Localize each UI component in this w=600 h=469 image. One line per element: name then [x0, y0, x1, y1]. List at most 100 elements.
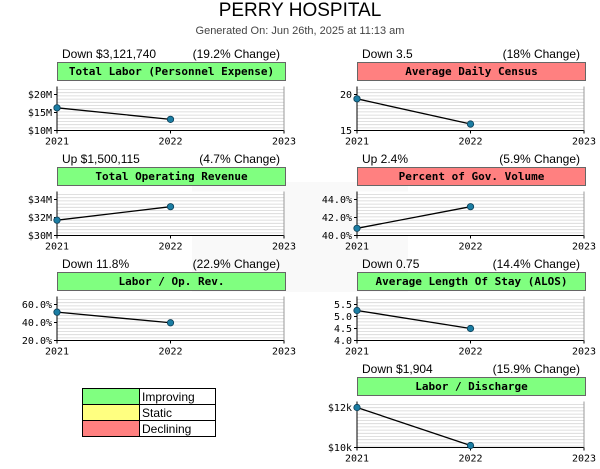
x-tick-label: 2023 — [572, 347, 596, 358]
series-line — [56, 107, 171, 120]
y-tick-label: 5.5 — [334, 300, 352, 311]
x-tick-label: 2021 — [345, 137, 369, 148]
line-chart: 4.04.55.05.5 2021 2022 2023 — [334, 296, 596, 358]
data-point — [166, 319, 175, 327]
x-tick-label: 2022 — [458, 454, 482, 465]
data-point — [353, 403, 361, 412]
legend-swatch-declining — [82, 420, 140, 437]
data-point — [353, 306, 361, 315]
line-chart: 15 20 2021 2022 2023 — [340, 86, 596, 148]
chart-title-banner: Total Labor (Personnel Expense) — [57, 62, 286, 81]
chart-title-banner: Average Daily Census — [357, 62, 586, 81]
change-percent: (15.9% Change) — [492, 362, 580, 376]
chart-panel-labor-discharge: Down $1,904 (15.9% Change) $10k $12k 2021 202… — [328, 362, 596, 468]
y-tick-label: $15M — [28, 108, 52, 119]
x-tick-label: 2021 — [45, 242, 69, 253]
x-tick-label: 2022 — [158, 137, 182, 148]
change-amount: Down 0.75 — [362, 257, 420, 271]
status-legend: Improving Static Declining — [82, 388, 216, 437]
x-tick-label: 2022 — [458, 242, 482, 253]
x-tick-label: 2021 — [345, 347, 369, 358]
y-tick-label: $20M — [28, 90, 52, 101]
legend-swatch-static — [82, 404, 140, 421]
change-amount: Down $1,904 — [362, 362, 433, 376]
chart-panel-total-labor-personnel-expense: Down $3,121,740 (19.2% Change) $10M $15M $20… — [28, 47, 296, 153]
data-point — [466, 441, 475, 450]
change-percent: (18% Change) — [502, 47, 580, 61]
x-tick-label: 2023 — [272, 347, 296, 358]
x-tick-label: 2023 — [572, 454, 596, 465]
data-point — [466, 203, 475, 211]
change-amount: Up 2.4% — [362, 152, 409, 166]
plot-area — [357, 401, 584, 448]
data-point — [353, 95, 361, 103]
change-percent: (22.9% Change) — [192, 257, 280, 271]
line-chart: $10k $12k 2021 2022 2023 — [328, 401, 596, 465]
y-tick-label: $32M — [28, 213, 52, 224]
y-tick-label: $10k — [328, 443, 352, 454]
grid-lines — [357, 89, 584, 129]
chart-panel-total-operating-revenue: Up $1,500,115 (4.7% Change) $30M $32M $34M 20… — [28, 152, 296, 258]
y-tick-label: 20 — [340, 90, 352, 101]
x-tick-label: 2021 — [45, 137, 69, 148]
page-title: PERRY HOSPITAL — [218, 0, 382, 21]
x-tick-label: 2021 — [45, 347, 69, 358]
generated-timestamp: Generated On: Jun 26th, 2025 at 11:13 am — [195, 25, 405, 37]
chart-panel-percent-of-gov-volume: Up 2.4% (5.9% Change) 40.0% 42.0% 44.0% 2021 2… — [322, 152, 596, 258]
series-line — [356, 309, 471, 330]
y-tick-label: $30M — [28, 231, 52, 242]
series-line — [356, 206, 471, 229]
change-amount: Up $1,500,115 — [62, 152, 140, 166]
x-tick-label: 2023 — [272, 137, 296, 148]
x-tick-label: 2022 — [158, 347, 182, 358]
x-tick-label: 2023 — [572, 242, 596, 253]
x-tick-label: 2021 — [345, 242, 369, 253]
data-point — [466, 120, 475, 128]
chart-title-banner: Total Operating Revenue — [57, 167, 286, 186]
line-chart: 40.0% 42.0% 44.0% 2021 2022 2023 — [322, 191, 596, 253]
y-tick-label: 40.0% — [22, 318, 52, 329]
x-tick-label: 2023 — [272, 242, 296, 253]
legend-swatch-improving — [82, 388, 140, 405]
line-chart: $30M $32M $34M 2021 2022 2023 — [28, 191, 296, 253]
series-line — [56, 206, 171, 221]
data-point — [353, 224, 361, 232]
x-tick-label: 2022 — [458, 347, 482, 358]
y-tick-label: 4.0 — [334, 336, 352, 347]
chart-panel-labor-op-rev: Down 11.8% (22.9% Change) 20.0% 40.0% 60.0% 2… — [22, 257, 296, 363]
y-tick-label: 5.0 — [334, 312, 352, 323]
data-point — [466, 324, 475, 333]
y-tick-label: 4.5 — [334, 324, 352, 335]
y-tick-label: 15 — [340, 126, 352, 137]
y-tick-label: 20.0% — [22, 336, 52, 347]
data-point — [53, 104, 61, 112]
change-amount: Down 11.8% — [62, 257, 130, 271]
data-point — [53, 308, 61, 316]
line-chart: $10M $15M $20M 2021 2022 2023 — [28, 86, 296, 148]
legend-label-static: Static — [139, 404, 216, 421]
grid-lines — [57, 299, 284, 339]
chart-title-banner: Average Length Of Stay (ALOS) — [357, 272, 586, 291]
y-tick-label: $12k — [328, 403, 352, 414]
x-tick-label: 2023 — [572, 137, 596, 148]
y-tick-label: 42.0% — [322, 213, 352, 224]
line-chart: 20.0% 40.0% 60.0% 2021 2022 2023 — [22, 296, 296, 358]
data-point — [166, 115, 175, 123]
series-line — [356, 98, 471, 125]
chart-title-banner: Labor / Discharge — [357, 377, 586, 396]
data-point — [166, 203, 175, 211]
data-point — [53, 216, 61, 224]
chart-title-banner: Percent of Gov. Volume — [357, 167, 586, 186]
chart-panel-average-daily-census: Down 3.5 (18% Change) 15 20 2021 2022 2023 Aver… — [340, 47, 596, 153]
legend-row-static: Static — [82, 404, 216, 421]
y-tick-label: 40.0% — [322, 231, 352, 242]
series-line — [356, 406, 471, 447]
change-percent: (5.9% Change) — [499, 152, 580, 166]
legend-label-improving: Improving — [139, 388, 216, 405]
y-tick-label: 44.0% — [322, 195, 352, 206]
y-tick-label: $34M — [28, 195, 52, 206]
change-percent: (14.4% Change) — [492, 257, 580, 271]
change-amount: Down 3.5 — [362, 47, 413, 61]
x-tick-label: 2021 — [345, 454, 369, 465]
change-percent: (4.7% Change) — [199, 152, 280, 166]
